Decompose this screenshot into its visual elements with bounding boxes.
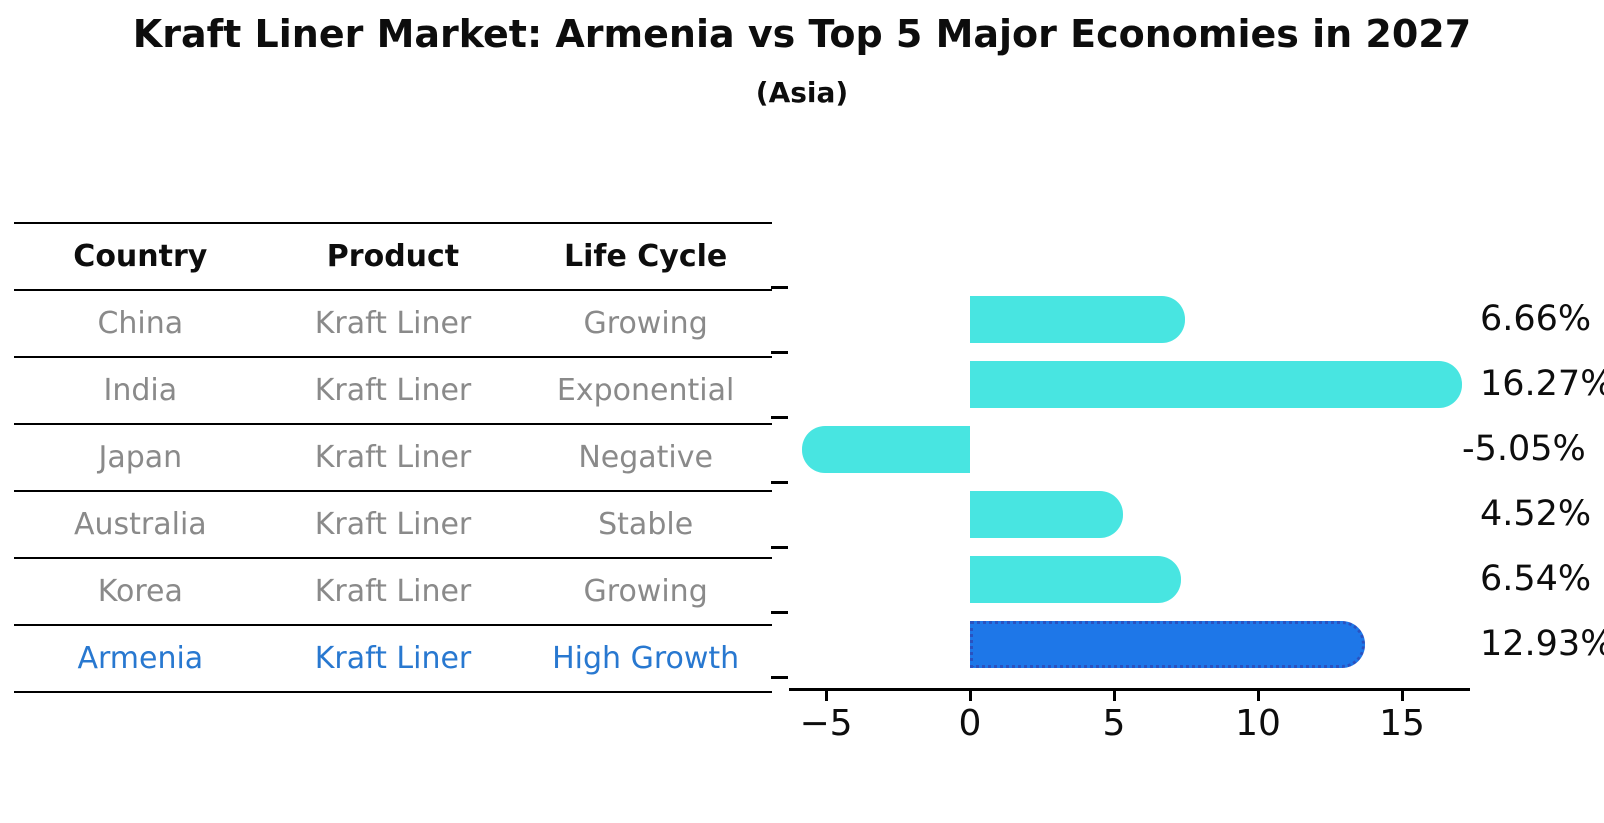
table-row: China Kraft Liner Growing: [14, 291, 772, 358]
table-row: India Kraft Liner Exponential: [14, 358, 772, 425]
y-axis-tick: [771, 416, 788, 419]
y-axis-tick: [771, 351, 788, 354]
bar-value-label: 6.54%: [1480, 559, 1592, 599]
bar-armenia: [970, 621, 1366, 668]
x-axis-line: [789, 688, 1470, 691]
bar-value-label: 6.66%: [1480, 299, 1592, 339]
table-cell-life_cycle: High Growth: [552, 641, 740, 676]
x-axis-tick: [1256, 691, 1260, 701]
table-cell-country: Japan: [98, 440, 183, 475]
bar-china: [970, 296, 1185, 343]
table-cell-country: Korea: [97, 574, 183, 609]
x-axis-tick: [1400, 691, 1404, 701]
table-row: Korea Kraft Liner Growing: [14, 559, 772, 626]
table-cell-product: Kraft Liner: [314, 306, 472, 341]
bar-korea: [970, 556, 1182, 603]
page-title: Kraft Liner Market: Armenia vs Top 5 Maj…: [132, 12, 1472, 56]
table-cell-product: Kraft Liner: [314, 574, 472, 609]
table-cell-country: Armenia: [77, 641, 204, 676]
page-subtitle: (Asia): [755, 76, 849, 109]
y-axis-tick: [771, 611, 788, 614]
table-cell-life_cycle: Negative: [578, 440, 713, 475]
table-row: Armenia Kraft Liner High Growth: [14, 626, 772, 693]
table-cell-life_cycle: Growing: [583, 306, 708, 341]
table-cell-product: Kraft Liner: [314, 440, 472, 475]
bar-japan: [801, 426, 970, 473]
table-header-row: Country Product Life Cycle: [14, 222, 772, 291]
bar-value-label: -5.05%: [1462, 429, 1586, 469]
bar-australia: [970, 491, 1124, 538]
table-cell-country: India: [103, 373, 178, 408]
table-cell-life_cycle: Growing: [583, 574, 708, 609]
country-table: Country Product Life Cycle China Kraft Liner…: [14, 222, 772, 693]
bar-value-label: 16.27%: [1480, 364, 1604, 404]
table-cell-life_cycle: Exponential: [556, 373, 735, 408]
table-cell-product: Kraft Liner: [314, 641, 472, 676]
x-axis-tick-label: 15: [1379, 703, 1425, 744]
x-axis-tick: [968, 691, 972, 701]
x-axis-tick: [1112, 691, 1116, 701]
table-row: Japan Kraft Liner Negative: [14, 425, 772, 492]
table-cell-product: Kraft Liner: [314, 507, 472, 542]
x-axis-tick-label: −5: [799, 703, 853, 744]
y-axis-tick: [771, 546, 788, 549]
table-cell-product: Kraft Liner: [314, 373, 472, 408]
y-axis-tick: [771, 481, 788, 484]
bar-value-label: 4.52%: [1480, 494, 1592, 534]
bar-india: [970, 361, 1462, 408]
x-axis-tick-label: 5: [1102, 703, 1126, 744]
table-cell-country: China: [97, 306, 184, 341]
table-header-cell: Life Cycle: [564, 239, 728, 274]
x-axis-tick: [824, 691, 828, 701]
table-cell-country: Australia: [73, 507, 207, 542]
table-cell-life_cycle: Stable: [598, 507, 694, 542]
table-row: Australia Kraft Liner Stable: [14, 492, 772, 559]
x-axis-tick-label: 0: [958, 703, 982, 744]
table-header-cell: Country: [73, 239, 208, 274]
table-header-cell: Product: [326, 239, 460, 274]
y-axis-tick: [771, 676, 788, 679]
y-axis-tick: [771, 286, 788, 289]
x-axis-tick-label: 10: [1235, 703, 1281, 744]
bar-value-label: 12.93%: [1480, 624, 1604, 664]
